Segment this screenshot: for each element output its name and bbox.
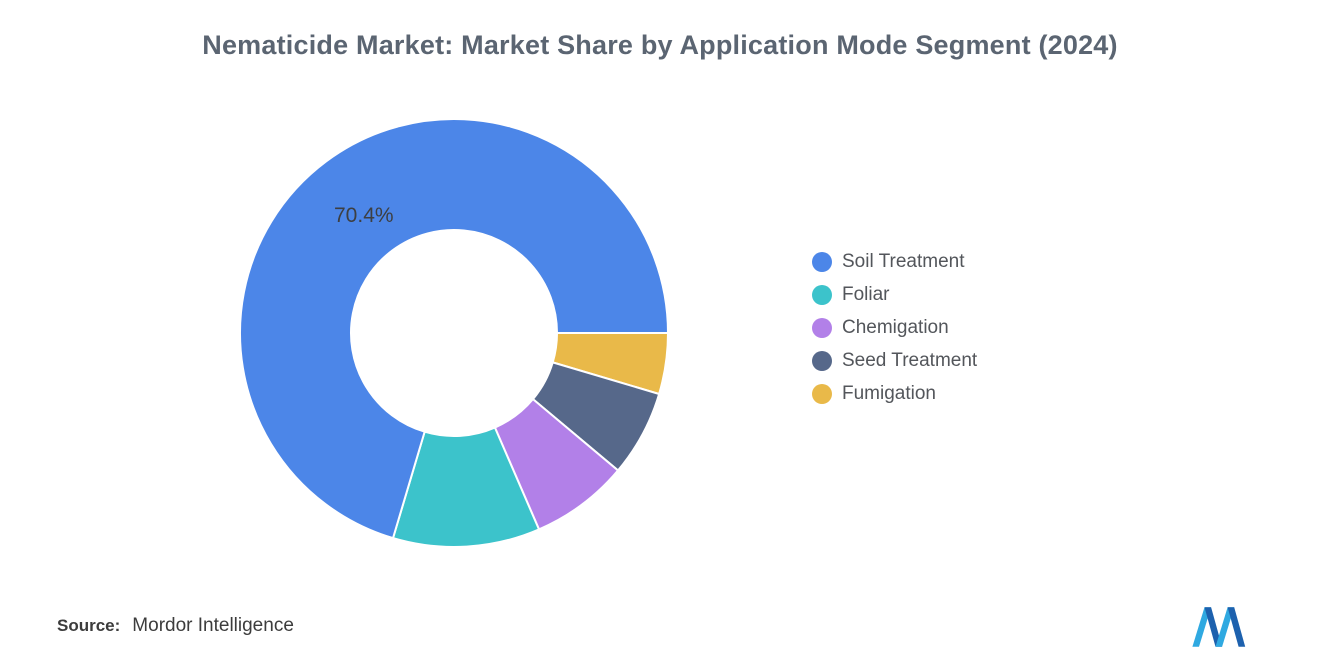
legend-item-foliar[interactable]: Foliar [812,278,977,311]
legend-item-fumigation[interactable]: Fumigation [812,377,977,410]
mordor-intelligence-logo [1192,607,1246,647]
legend-label-chemigation: Chemigation [842,316,949,338]
legend-swatch-seed-treatment [812,350,832,371]
legend-label-fumigation: Fumigation [842,382,936,404]
legend-item-soil-treatment[interactable]: Soil Treatment [812,245,977,278]
logo-stroke-3 [1215,607,1235,647]
donut-chart-svg [239,118,670,548]
donut-segment-soil-treatment[interactable] [239,118,670,540]
legend-label-soil-treatment: Soil Treatment [842,250,965,272]
legend-swatch-chemigation [812,317,832,338]
source-line: Source: Mordor Intelligence [57,615,294,637]
legend-swatch-soil-treatment [812,251,832,272]
legend-label-foliar: Foliar [842,283,890,305]
legend-swatch-fumigation [812,383,832,404]
source-value: Mordor Intelligence [132,615,294,636]
logo-stroke-4 [1227,607,1246,647]
logo-stroke-1 [1192,607,1212,647]
chart-title: Nematicide Market: Market Share by Appli… [202,30,1118,60]
logo-stroke-2 [1204,607,1223,647]
legend-label-seed-treatment: Seed Treatment [842,349,978,371]
slice-percent-label: 70.4% [334,204,394,227]
legend-item-seed-treatment[interactable]: Seed Treatment [812,344,977,377]
donut-chart [238,117,670,549]
legend: Soil Treatment Foliar Chemigation Seed Trea… [812,245,977,410]
legend-item-chemigation[interactable]: Chemigation [812,311,977,344]
source-label: Source: [57,616,121,635]
legend-swatch-foliar [812,284,832,305]
